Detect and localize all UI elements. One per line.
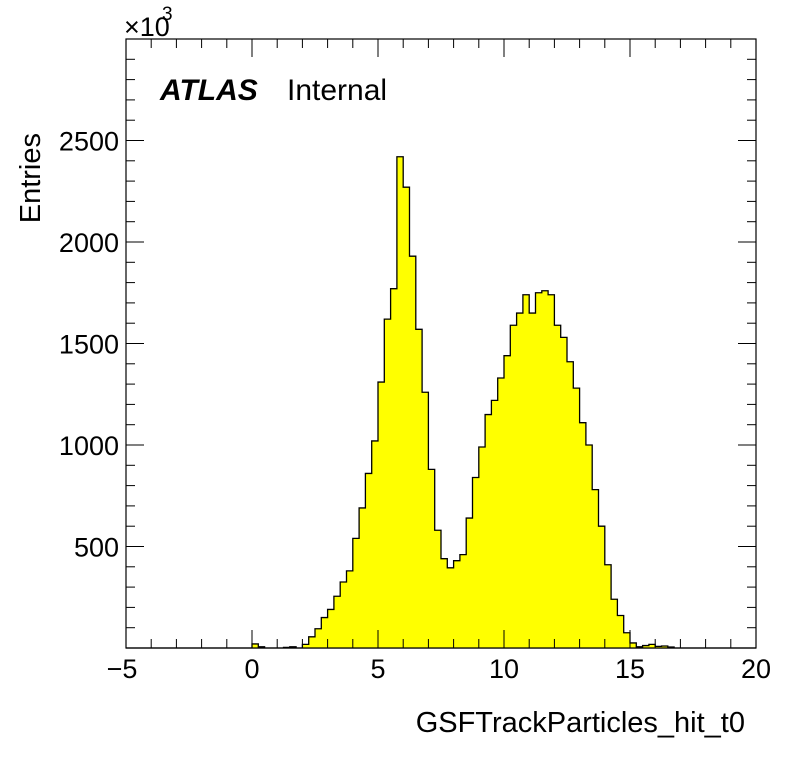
histogram-bars xyxy=(126,156,756,649)
x-tick-labels: −5 0 5 10 15 20 xyxy=(107,654,771,684)
internal-label: Internal xyxy=(287,74,387,107)
x-axis-title: GSFTrackParticles_hit_t0 xyxy=(416,707,745,739)
y-tick-label: 2500 xyxy=(59,127,119,157)
x-tick-label: 0 xyxy=(244,654,259,684)
y-scale-exponent: 3 xyxy=(162,4,173,25)
y-tick-label: 1000 xyxy=(59,431,119,461)
axis-ticks xyxy=(125,39,757,648)
y-axis-title: Entries xyxy=(15,133,47,223)
y-tick-label: 1500 xyxy=(59,330,119,360)
x-tick-label: 20 xyxy=(741,654,771,684)
y-tick-labels: 500 1000 1500 2000 2500 xyxy=(59,127,119,563)
x-tick-label: 10 xyxy=(489,654,519,684)
y-tick-label: 2000 xyxy=(59,228,119,258)
x-tick-label: 15 xyxy=(615,654,645,684)
x-tick-label: −5 xyxy=(107,654,138,684)
y-scale-factor: ×10 xyxy=(124,12,170,42)
x-tick-label: 5 xyxy=(370,654,385,684)
atlas-label: ATLAS xyxy=(159,74,258,107)
y-tick-label: 500 xyxy=(74,533,119,563)
